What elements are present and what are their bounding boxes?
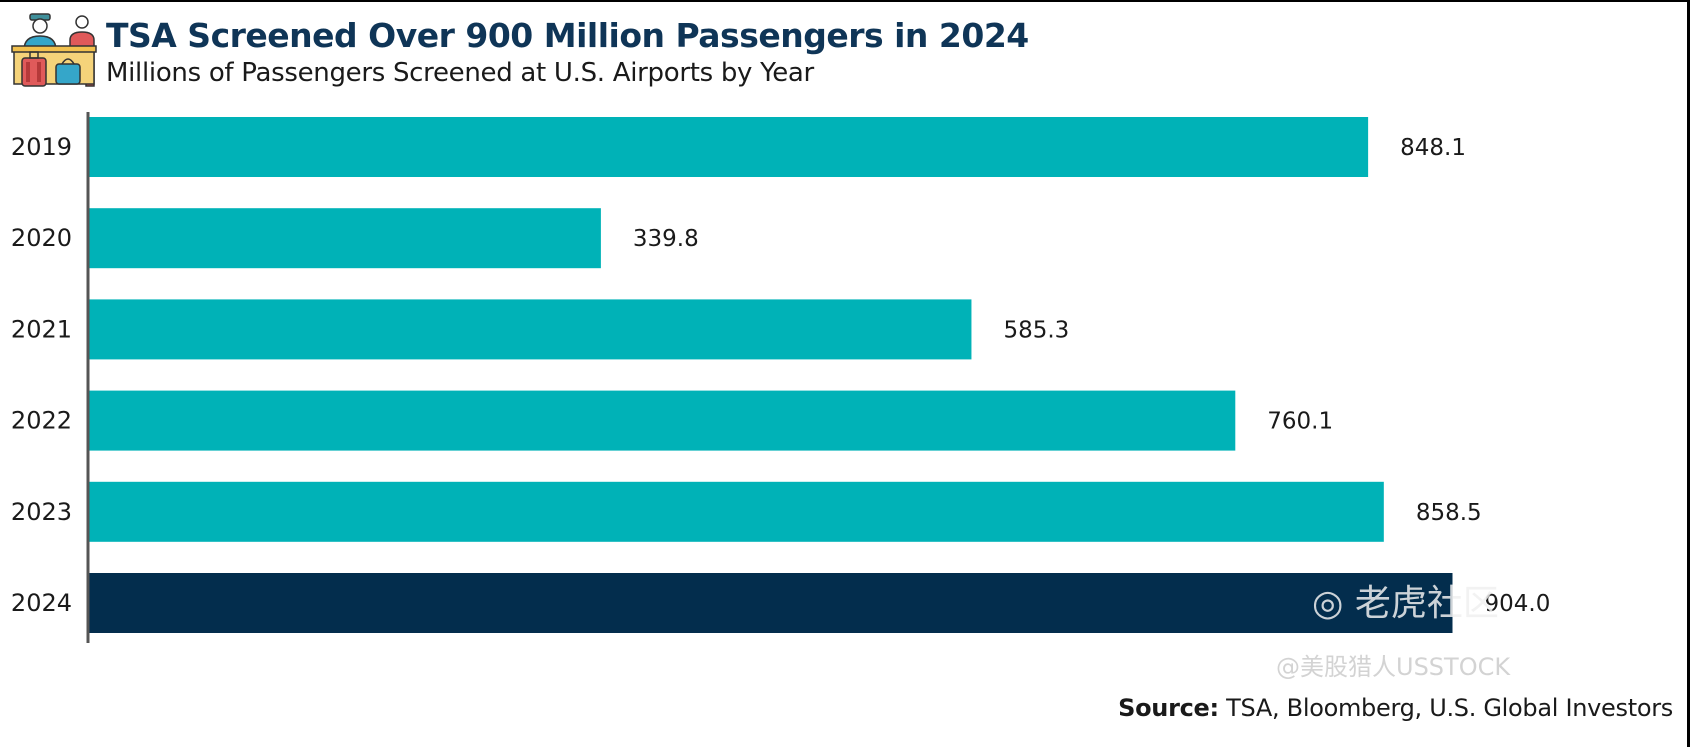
watermark-handle: @美股猎人USSTOCK [1276, 653, 1511, 681]
bar-2020 [88, 208, 601, 269]
source-label: Source: [1118, 694, 1219, 722]
chart-title: TSA Screened Over 900 Million Passengers… [106, 16, 1029, 55]
value-label-2021: 585.3 [1003, 317, 1069, 343]
value-label-2019: 848.1 [1400, 135, 1466, 161]
category-label-2023: 2023 [11, 498, 72, 526]
category-label-2022: 2022 [11, 407, 72, 435]
value-label-2023: 858.5 [1416, 500, 1482, 526]
bar-2019 [88, 117, 1369, 177]
chart-subtitle: Millions of Passengers Screened at U.S. … [106, 58, 814, 88]
bar-chart: 2019 848.1 2020 339.8 2021 585.3 2022 760.1 2023… [11, 112, 1550, 643]
value-label-2024: 904.0 [1484, 591, 1550, 617]
bar-2023 [88, 481, 1384, 542]
value-label-2022: 760.1 [1267, 409, 1333, 435]
category-label-2024: 2024 [11, 589, 72, 617]
value-label-2020: 339.8 [633, 226, 699, 252]
source-note: Source: TSA, Bloomberg, U.S. Global Inve… [1118, 694, 1673, 722]
airport-security-checkpoint-icon [11, 13, 97, 87]
category-label-2021: 2021 [11, 315, 72, 343]
source-text: TSA, Bloomberg, U.S. Global Investors [1218, 694, 1673, 722]
category-label-2019: 2019 [11, 133, 72, 161]
watermark-logo: ◎ 老虎社区 [1312, 574, 1499, 626]
bar-2022 [88, 390, 1236, 451]
bar-2024 [88, 573, 1453, 633]
bar-2021 [88, 299, 972, 360]
watermark-logo-text: 老虎社区 [1354, 583, 1499, 624]
watermark-tiger-icon: ◎ [1312, 583, 1355, 624]
category-label-2020: 2020 [11, 224, 72, 252]
